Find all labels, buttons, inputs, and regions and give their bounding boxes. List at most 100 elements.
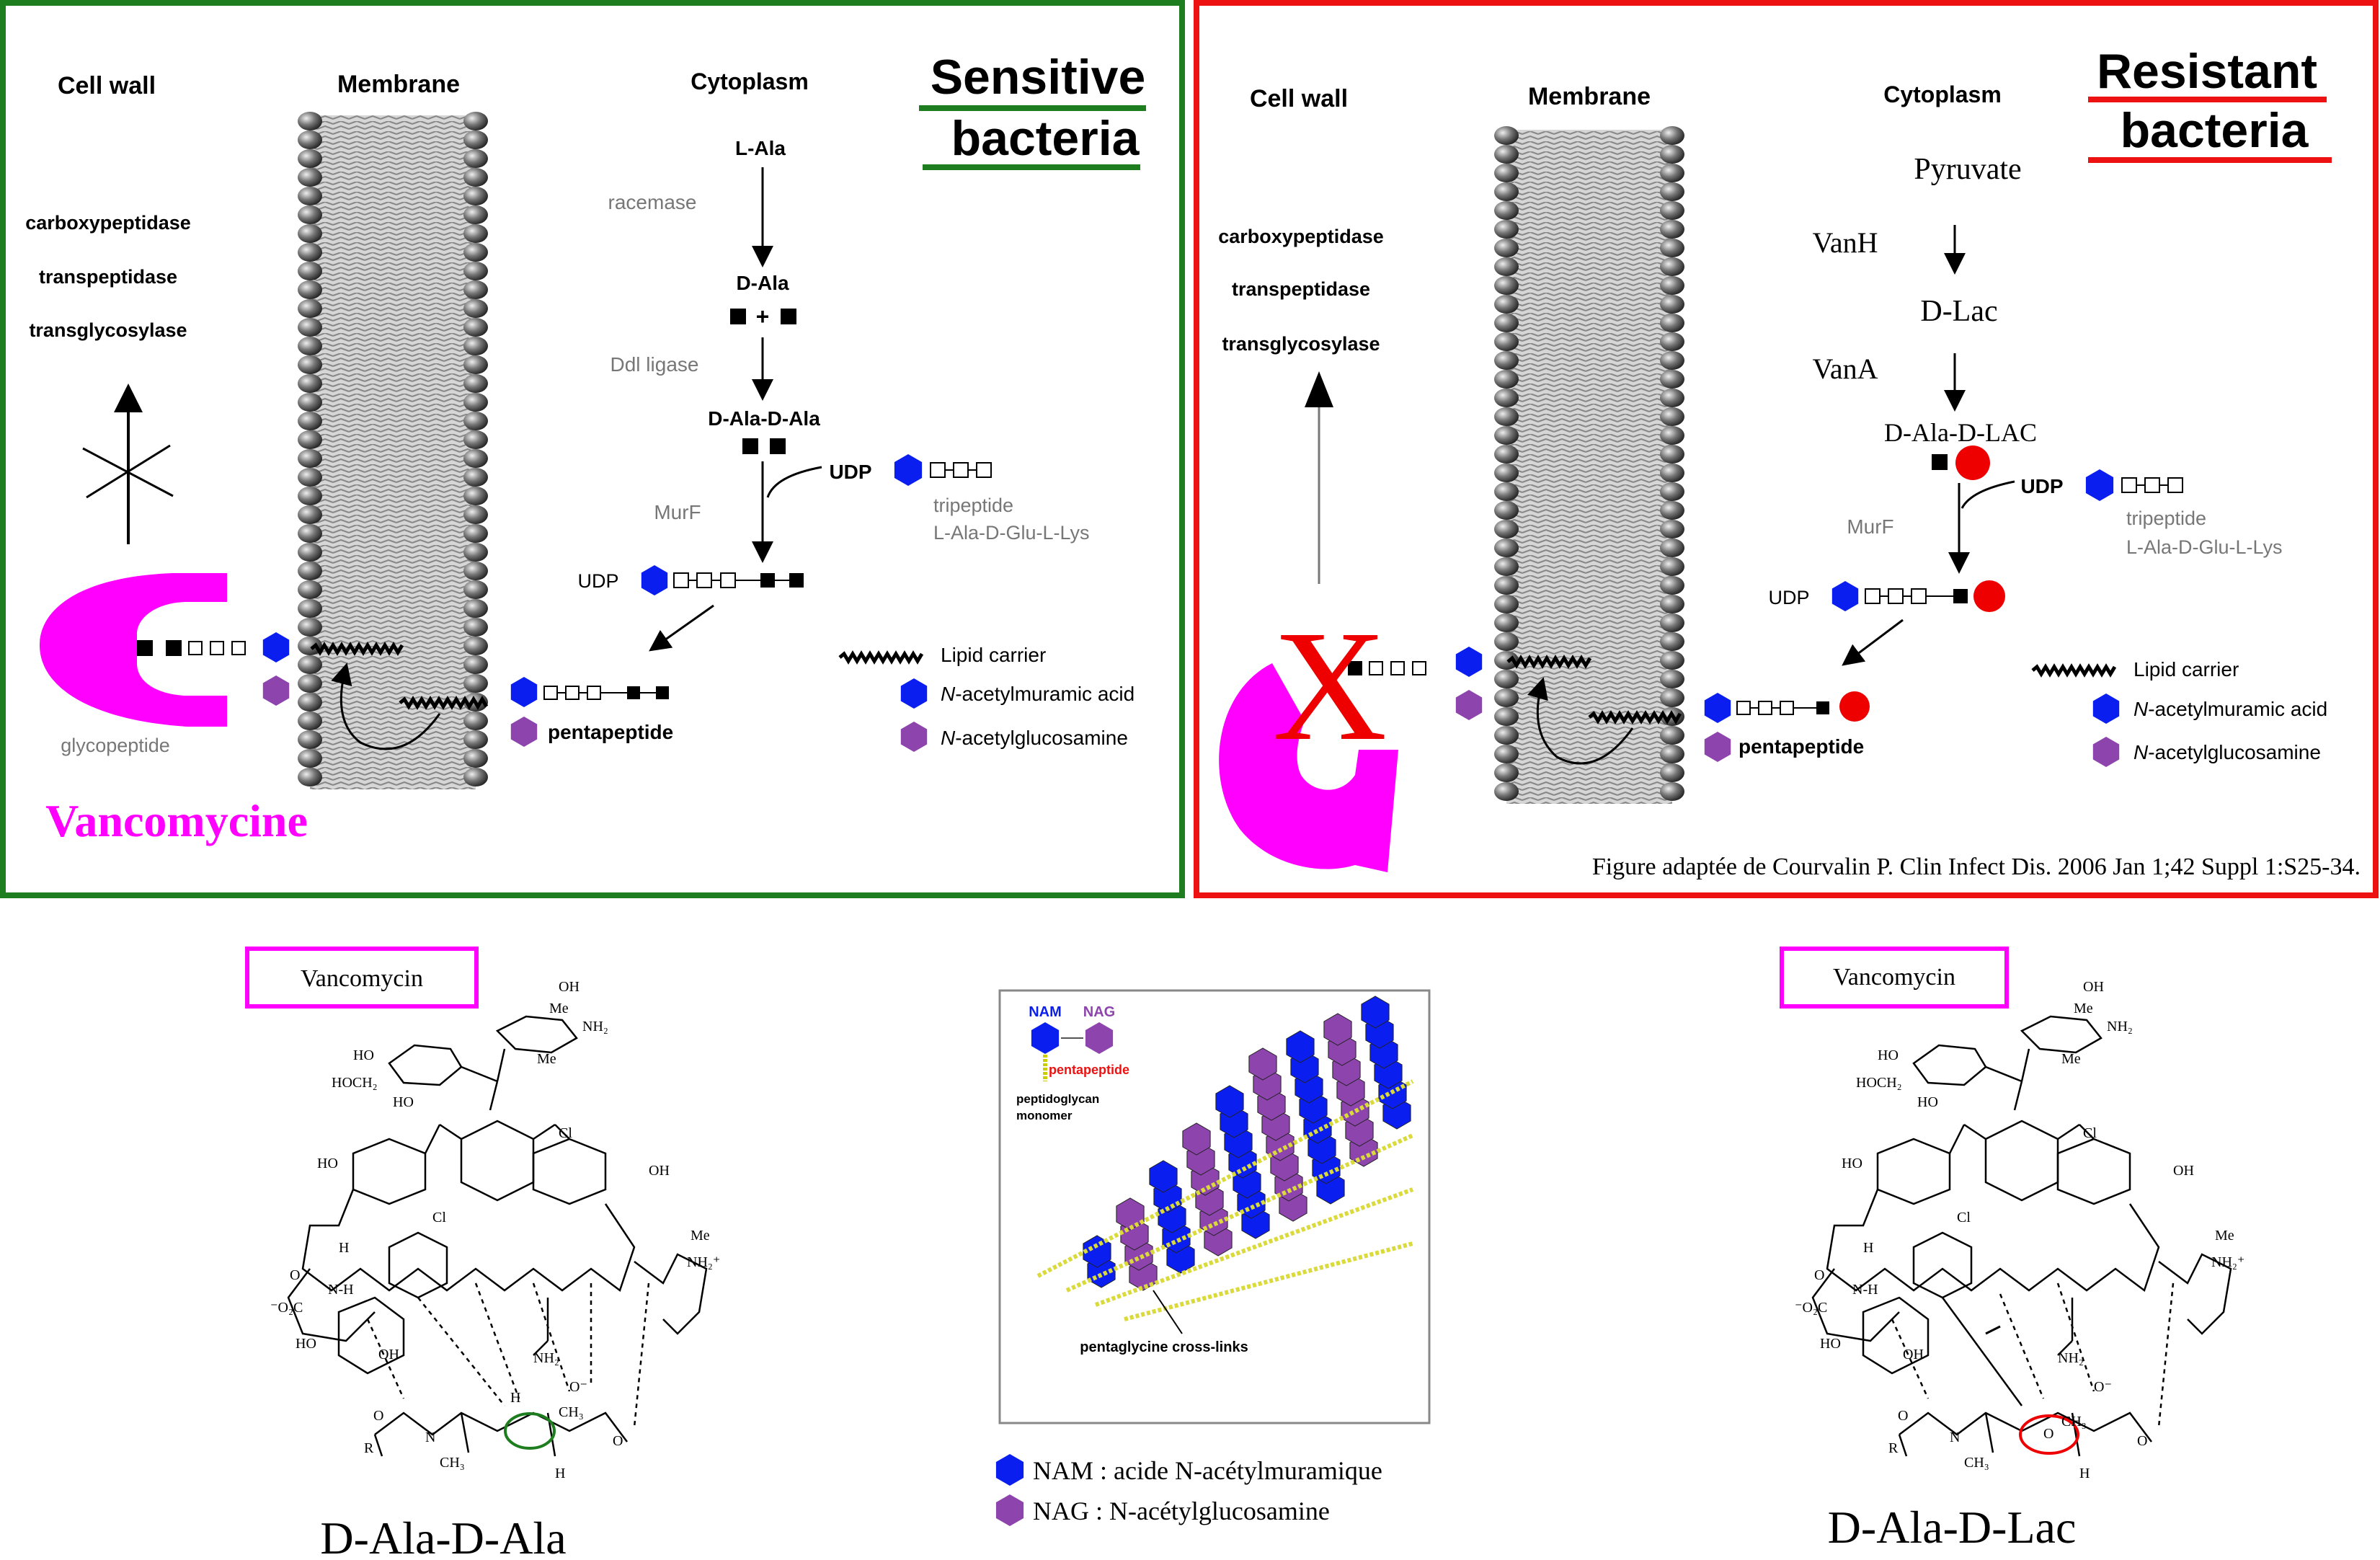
svg-text:Me: Me <box>2074 1001 2093 1016</box>
phospholipid-head <box>1660 613 1684 632</box>
svg-text:O⁻: O⁻ <box>569 1379 587 1395</box>
phospholipid-head <box>1494 445 1519 464</box>
svg-text:Cl: Cl <box>432 1210 446 1226</box>
phospholipid-head <box>298 599 322 618</box>
phospholipid-head <box>298 262 322 280</box>
vancomycin-label-box <box>245 947 479 1009</box>
svg-text:HO: HO <box>1878 1047 1899 1063</box>
phospholipid-head <box>298 280 322 299</box>
phospholipid-head <box>298 505 322 524</box>
svg-text:H: H <box>2079 1466 2090 1481</box>
udp-label: UDP <box>829 461 871 483</box>
phospholipid-head <box>1660 726 1684 745</box>
monomer-label-2: monomer <box>1016 1109 1073 1122</box>
phospholipid-head <box>463 280 488 299</box>
phospholipid-head <box>298 205 322 224</box>
enzyme-transglycosylase: transglycosylase <box>29 319 187 341</box>
sensitive-panel: Sensitive bacteria Cell wall Membrane Cy… <box>0 0 1185 898</box>
racemase-label: racemase <box>608 191 697 213</box>
phospholipid-head <box>1494 257 1519 276</box>
phospholipid-head <box>1494 276 1519 295</box>
udp-pentapeptide-chain <box>673 572 804 588</box>
tripeptide-chain <box>930 462 992 478</box>
svg-text:NH₂⁺: NH₂⁺ <box>2211 1254 2244 1270</box>
tripeptide-sequence: L-Ala-D-Glu-L-Lys <box>933 522 1090 544</box>
svg-text:N: N <box>425 1430 435 1445</box>
svg-text:R: R <box>1888 1440 1899 1456</box>
l-ala-label: L-Ala <box>735 137 786 159</box>
nag-unit <box>1182 1122 1211 1156</box>
svg-text:Me: Me <box>691 1228 710 1244</box>
resistant-frame <box>1194 0 2379 898</box>
phospholipid-head <box>1494 520 1519 539</box>
phospholipid-head <box>298 243 322 262</box>
svg-text:Cl: Cl <box>1957 1210 1971 1226</box>
phospholipid-head <box>463 655 488 674</box>
d-ala-label: D-Ala <box>736 272 789 294</box>
phospholipid-head <box>1494 389 1519 407</box>
svg-text:O⁻: O⁻ <box>2094 1379 2112 1395</box>
phospholipid-head <box>1494 370 1519 389</box>
phospholipid-head <box>463 355 488 374</box>
glycopeptide-label: glycopeptide <box>61 735 170 756</box>
lipid-carrier-outer <box>310 642 404 656</box>
pentaglycine-crosslink <box>1124 1241 1413 1321</box>
nag-unit <box>1248 1047 1277 1081</box>
phospholipid-head <box>1494 539 1519 557</box>
phospholipid-head <box>1494 482 1519 501</box>
vancomycin-glycopeptide-shape <box>40 573 227 727</box>
atom-labels: HO HOCH₂ HO OH NH₂ Me Me Cl Cl HO OH O H… <box>1795 979 2244 1481</box>
phospholipid-head <box>463 637 488 655</box>
bottom-nam-icon <box>995 1454 1024 1486</box>
phospholipid-head <box>298 618 322 637</box>
phospholipid-head <box>1494 501 1519 520</box>
phospholipid-head <box>1660 763 1684 782</box>
phospholipid-head <box>1660 126 1684 145</box>
svg-text:HOCH₂: HOCH₂ <box>1856 1075 1902 1091</box>
phospholipid-head <box>1660 445 1684 464</box>
phospholipid-head <box>463 618 488 637</box>
svg-text:OH: OH <box>649 1163 670 1179</box>
phospholipid-head <box>1660 576 1684 595</box>
phospholipid-head <box>1494 782 1519 801</box>
header-cytoplasm: Cytoplasm <box>691 68 809 94</box>
citation-text: Figure adaptée de Courvalin P. Clin Infe… <box>1592 854 2361 880</box>
phospholipid-head <box>463 768 488 786</box>
phospholipid-head <box>298 224 322 243</box>
nam-unit <box>1286 1030 1315 1063</box>
phospholipid-head <box>298 318 322 337</box>
phospholipid-head <box>1660 164 1684 182</box>
phospholipid-head <box>1494 201 1519 220</box>
phospholipid-head <box>1494 351 1519 370</box>
phospholipid-head <box>1660 632 1684 651</box>
nam-unit <box>1083 1235 1111 1268</box>
bottom-nag-icon <box>995 1494 1024 1526</box>
d-ala-d-lac-caption: D-Ala-D-Lac <box>1828 1502 2077 1553</box>
vancomycin-glycopeptide-shape <box>1219 663 1398 872</box>
svg-text:Me: Me <box>2061 1051 2081 1067</box>
nh-highlight-circle <box>504 1412 556 1450</box>
phospholipid-head <box>298 712 322 730</box>
export-arrow-head <box>1305 371 1333 407</box>
svg-text:OH: OH <box>2083 979 2104 995</box>
tripeptide-sequence: L-Ala-D-Glu-L-Lys <box>2126 536 2283 558</box>
phospholipid-head <box>463 262 488 280</box>
enzyme-transglycosylase: transglycosylase <box>1222 333 1380 355</box>
phospholipid-head <box>463 318 488 337</box>
phospholipid-head <box>1660 351 1684 370</box>
phospholipid-head <box>463 149 488 168</box>
d-ala-d-ala-caption: D-Ala-D-Ala <box>320 1512 566 1560</box>
svg-text:Cl: Cl <box>2083 1125 2097 1141</box>
phospholipid-head <box>298 449 322 468</box>
svg-text:HO: HO <box>317 1156 338 1171</box>
phospholipid-head <box>1494 145 1519 164</box>
legend-lipid-label: Lipid carrier <box>941 644 1046 666</box>
svg-text:Vancomycin: Vancomycin <box>301 965 423 992</box>
nam-hexagon <box>894 454 923 486</box>
phospholipid-head <box>298 430 322 449</box>
svg-text:H: H <box>555 1466 565 1481</box>
murf-label: MurF <box>1847 515 1893 538</box>
enzyme-transpeptidase: transpeptidase <box>39 266 177 288</box>
monomer-label-1: peptidoglycan <box>1016 1092 1099 1106</box>
nam-unit <box>1215 1085 1244 1118</box>
